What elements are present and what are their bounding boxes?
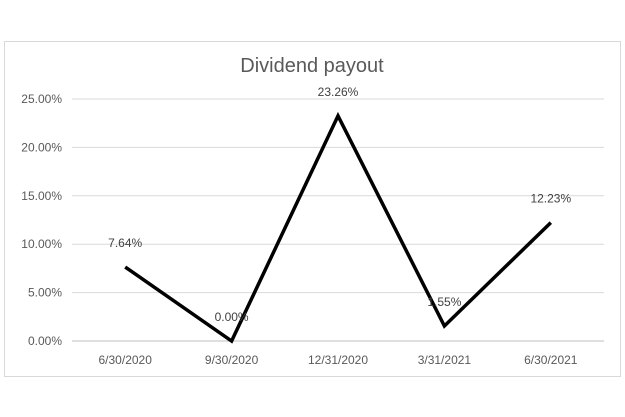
x-tick-label: 3/31/2021 (418, 353, 472, 367)
data-labels: 7.64% 0.00% 23.26% 1.55% 12.23% (108, 85, 571, 324)
y-tick-label: 25.00% (21, 92, 62, 106)
y-tick-label: 20.00% (21, 140, 62, 154)
gridlines (72, 98, 604, 342)
data-label: 12.23% (530, 192, 571, 206)
series-line (124, 111, 553, 344)
data-label: 0.00% (215, 310, 249, 324)
series (124, 111, 553, 344)
x-tick-label: 9/30/2020 (205, 353, 259, 367)
chart-title: Dividend payout (240, 55, 384, 77)
y-axis-tick-labels: 0.00% 5.00% 10.00% 15.00% 20.00% 25.00% (21, 92, 62, 348)
data-label: 1.55% (427, 295, 461, 309)
x-tick-label: 6/30/2020 (99, 353, 153, 367)
x-tick-label: 12/31/2020 (308, 353, 368, 367)
y-tick-label: 15.00% (21, 189, 62, 203)
y-tick-label: 10.00% (21, 237, 62, 251)
data-label: 23.26% (318, 85, 359, 99)
x-tick-label: 6/30/2021 (524, 353, 578, 367)
chart-frame (4, 41, 621, 377)
y-tick-label: 5.00% (28, 286, 62, 300)
x-axis-tick-labels: 6/30/2020 9/30/2020 12/31/2020 3/31/2021 6/3… (99, 353, 578, 367)
data-label: 7.64% (108, 236, 142, 250)
y-tick-label: 0.00% (28, 334, 62, 348)
